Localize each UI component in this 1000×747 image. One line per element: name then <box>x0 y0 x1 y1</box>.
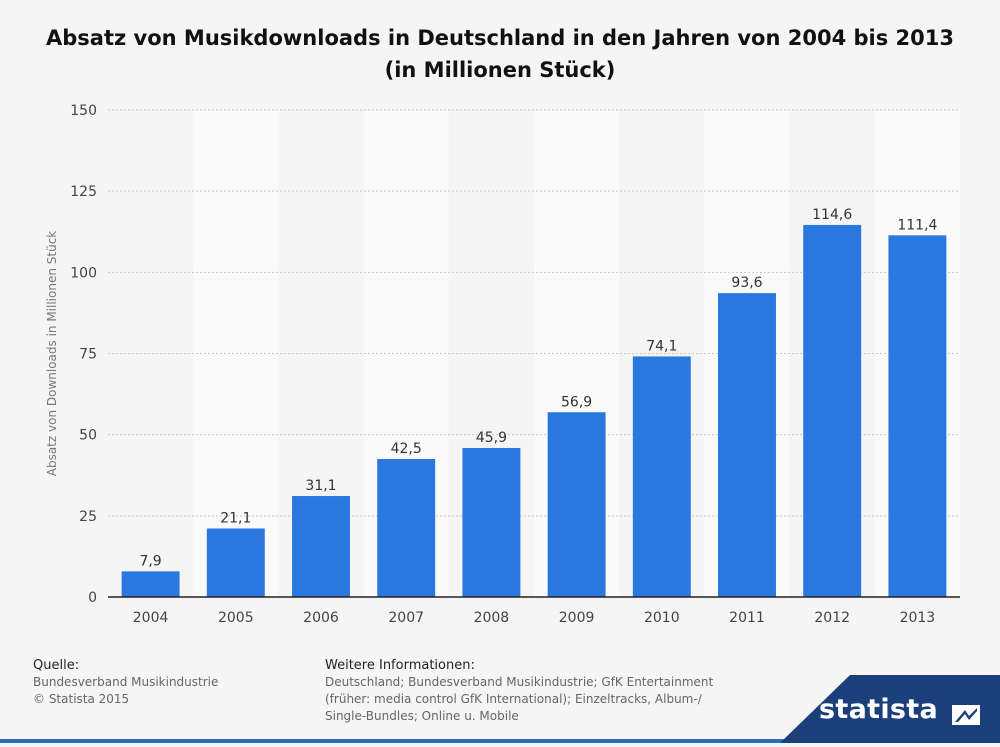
value-label: 21,1 <box>220 510 251 526</box>
bar-2008[interactable] <box>462 447 521 597</box>
y-tick-label: 150 <box>70 103 97 119</box>
x-tick-label: 2012 <box>814 610 850 626</box>
x-tick-label: 2013 <box>900 610 936 626</box>
y-tick-label: 50 <box>79 428 97 444</box>
x-tick-label: 2007 <box>388 610 424 626</box>
bar-2012[interactable] <box>803 224 862 597</box>
source-heading: Quelle: <box>33 658 80 673</box>
x-axis-ticks: 2004 2005 2006 2007 2008 2009 2010 2011 2012 2013 <box>133 610 935 626</box>
value-label: 74,1 <box>646 338 677 354</box>
bar-2004[interactable] <box>121 571 180 597</box>
x-tick-label: 2006 <box>303 610 339 626</box>
x-tick-label: 2010 <box>644 610 680 626</box>
y-tick-label: 0 <box>88 590 97 606</box>
value-label: 111,4 <box>897 217 937 233</box>
value-label: 114,6 <box>812 207 852 223</box>
brand-name: statista <box>819 694 938 725</box>
y-tick-label: 100 <box>70 265 97 281</box>
bar-2006[interactable] <box>292 496 350 597</box>
x-tick-label: 2009 <box>559 610 595 626</box>
info-block: Weitere Informationen: Deutschland; Bund… <box>325 657 725 725</box>
info-line: Single-Bundles; Online u. Mobile <box>325 709 519 723</box>
bar-chart: 0 25 50 75 100 125 150 7,9 21,1 31,1 42,5 45,9 56,9… <box>45 103 960 626</box>
bar-2009[interactable] <box>547 412 606 597</box>
column-band <box>108 110 194 597</box>
copyright-line: © Statista 2015 <box>33 692 130 706</box>
value-label: 7,9 <box>139 553 161 569</box>
info-line: Deutschland; Bundesverband Musikindustri… <box>325 675 714 689</box>
bar-2007[interactable] <box>377 459 436 597</box>
bar-2005[interactable] <box>206 528 265 597</box>
y-tick-label: 25 <box>79 509 97 525</box>
bar-2011[interactable] <box>718 293 776 597</box>
y-axis-label: Absatz von Downloads in Millionen Stück <box>45 231 59 477</box>
value-label: 45,9 <box>476 430 507 446</box>
source-block: Quelle: Bundesverband Musikindustrie © S… <box>33 657 273 708</box>
x-tick-label: 2011 <box>729 610 765 626</box>
x-tick-label: 2004 <box>133 610 169 626</box>
value-label: 93,6 <box>731 275 762 291</box>
info-line: (früher: media control GfK International… <box>325 692 702 706</box>
source-line: Bundesverband Musikindustrie <box>33 675 219 689</box>
statista-logo-icon <box>952 705 980 725</box>
x-tick-label: 2005 <box>218 610 254 626</box>
y-axis-ticks: 0 25 50 75 100 125 150 <box>70 103 97 606</box>
bars <box>121 224 947 597</box>
x-tick-label: 2008 <box>474 610 510 626</box>
y-tick-label: 125 <box>70 184 97 200</box>
value-label: 42,5 <box>391 441 422 457</box>
bar-2013[interactable] <box>888 235 947 597</box>
value-label: 56,9 <box>561 394 592 410</box>
bar-2010[interactable] <box>632 356 691 597</box>
value-label: 31,1 <box>305 478 336 494</box>
value-labels: 7,9 21,1 31,1 42,5 45,9 56,9 74,1 93,6 114,6 111,… <box>139 207 937 569</box>
chart-title: Absatz von Musikdownloads in Deutschland… <box>46 26 954 82</box>
y-tick-label: 75 <box>79 347 97 363</box>
bottom-accent-strip <box>0 739 1000 743</box>
brand-logo[interactable]: statista <box>780 675 1000 743</box>
info-heading: Weitere Informationen: <box>325 658 475 673</box>
